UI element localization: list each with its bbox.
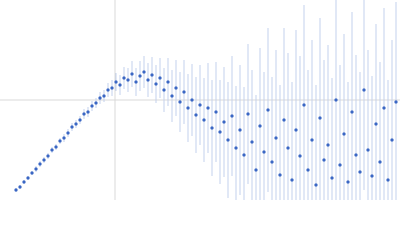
data-point bbox=[66, 131, 70, 135]
data-point bbox=[70, 125, 74, 129]
data-point bbox=[274, 136, 278, 140]
data-point bbox=[62, 136, 66, 140]
data-point bbox=[78, 118, 82, 122]
data-point bbox=[102, 94, 106, 98]
data-point bbox=[18, 185, 22, 189]
data-point bbox=[282, 118, 286, 122]
data-point bbox=[326, 143, 330, 147]
data-point bbox=[154, 82, 158, 86]
data-point bbox=[222, 120, 226, 124]
data-point bbox=[230, 114, 234, 118]
data-point bbox=[262, 150, 266, 154]
data-point bbox=[346, 180, 350, 184]
data-point bbox=[218, 130, 222, 134]
data-point bbox=[294, 128, 298, 132]
data-point bbox=[50, 148, 54, 152]
data-point bbox=[334, 98, 338, 102]
data-point bbox=[110, 86, 114, 90]
data-point bbox=[306, 168, 310, 172]
data-point bbox=[42, 158, 46, 162]
data-point bbox=[14, 188, 18, 192]
data-point bbox=[258, 124, 262, 128]
data-point bbox=[174, 86, 178, 90]
data-point bbox=[166, 80, 170, 84]
data-point bbox=[126, 78, 130, 82]
data-point bbox=[250, 140, 254, 144]
data-point bbox=[358, 170, 362, 174]
data-point bbox=[242, 153, 246, 157]
data-point bbox=[34, 167, 38, 171]
data-point bbox=[86, 110, 90, 114]
data-point bbox=[310, 138, 314, 142]
data-point bbox=[362, 88, 366, 92]
data-point bbox=[146, 78, 150, 82]
data-point bbox=[298, 154, 302, 158]
data-point bbox=[26, 176, 30, 180]
data-point bbox=[318, 116, 322, 120]
data-point bbox=[94, 101, 98, 105]
data-point bbox=[170, 94, 174, 98]
data-point bbox=[378, 160, 382, 164]
data-point bbox=[158, 76, 162, 80]
data-point bbox=[330, 176, 334, 180]
data-point bbox=[214, 110, 218, 114]
data-point bbox=[286, 146, 290, 150]
data-point bbox=[130, 72, 134, 76]
data-point bbox=[226, 138, 230, 142]
data-point bbox=[30, 171, 34, 175]
data-point bbox=[254, 168, 258, 172]
data-point bbox=[266, 108, 270, 112]
data-point bbox=[182, 90, 186, 94]
data-point bbox=[278, 173, 282, 177]
data-point bbox=[238, 128, 242, 132]
data-point bbox=[234, 146, 238, 150]
data-point bbox=[342, 132, 346, 136]
data-point bbox=[114, 80, 118, 84]
data-point bbox=[394, 100, 398, 104]
data-point bbox=[38, 162, 42, 166]
data-point bbox=[198, 103, 202, 107]
data-point bbox=[106, 88, 110, 92]
data-point bbox=[122, 76, 126, 80]
data-point bbox=[134, 80, 138, 84]
data-point bbox=[74, 122, 78, 126]
data-point bbox=[322, 158, 326, 162]
data-point bbox=[370, 174, 374, 178]
data-point bbox=[206, 106, 210, 110]
data-point bbox=[22, 180, 26, 184]
data-point bbox=[246, 112, 250, 116]
data-point bbox=[58, 139, 62, 143]
data-point bbox=[314, 183, 318, 187]
data-point bbox=[82, 112, 86, 116]
data-point bbox=[390, 138, 394, 142]
data-point bbox=[210, 126, 214, 130]
data-point bbox=[374, 122, 378, 126]
data-point bbox=[46, 154, 50, 158]
data-point bbox=[366, 148, 370, 152]
data-point bbox=[150, 73, 154, 77]
data-point bbox=[194, 113, 198, 117]
data-point bbox=[90, 104, 94, 108]
data-point bbox=[354, 153, 358, 157]
data-point bbox=[338, 163, 342, 167]
data-point bbox=[270, 160, 274, 164]
data-point bbox=[382, 106, 386, 110]
data-point bbox=[142, 70, 146, 74]
chart bbox=[0, 0, 400, 200]
data-point bbox=[118, 83, 122, 87]
data-point bbox=[190, 98, 194, 102]
data-point bbox=[162, 88, 166, 92]
data-point bbox=[290, 178, 294, 182]
data-point bbox=[178, 100, 182, 104]
data-point bbox=[54, 145, 58, 149]
data-point bbox=[302, 103, 306, 107]
data-point bbox=[138, 74, 142, 78]
data-point bbox=[386, 178, 390, 182]
data-point bbox=[186, 106, 190, 110]
data-point bbox=[98, 96, 102, 100]
data-point bbox=[202, 118, 206, 122]
data-point bbox=[350, 110, 354, 114]
